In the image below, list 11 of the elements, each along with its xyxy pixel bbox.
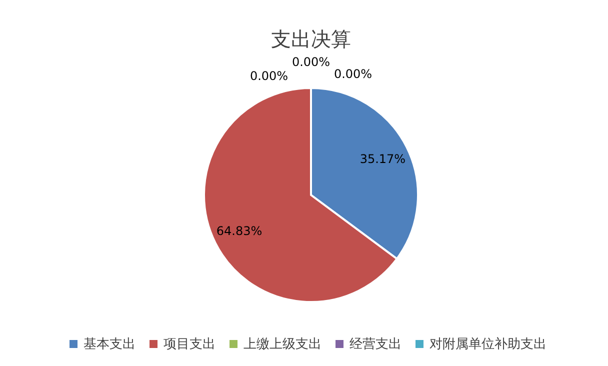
text: 0.00% (250, 69, 288, 83)
legend-label: 项目支出 (164, 337, 216, 352)
chart-title: 支出决算 (271, 27, 351, 51)
legend-label: 基本支出 (84, 337, 136, 352)
text: 0.00% (292, 55, 330, 69)
data-label: 35.17% (360, 152, 406, 166)
data-label: 64.83% (216, 224, 262, 238)
text: 0.00% (334, 67, 372, 81)
legend-label: 上缴上级支出 (244, 337, 322, 352)
legend-label: 经营支出 (350, 337, 402, 352)
legend-label: 对附属单位补助支出 (430, 337, 546, 352)
